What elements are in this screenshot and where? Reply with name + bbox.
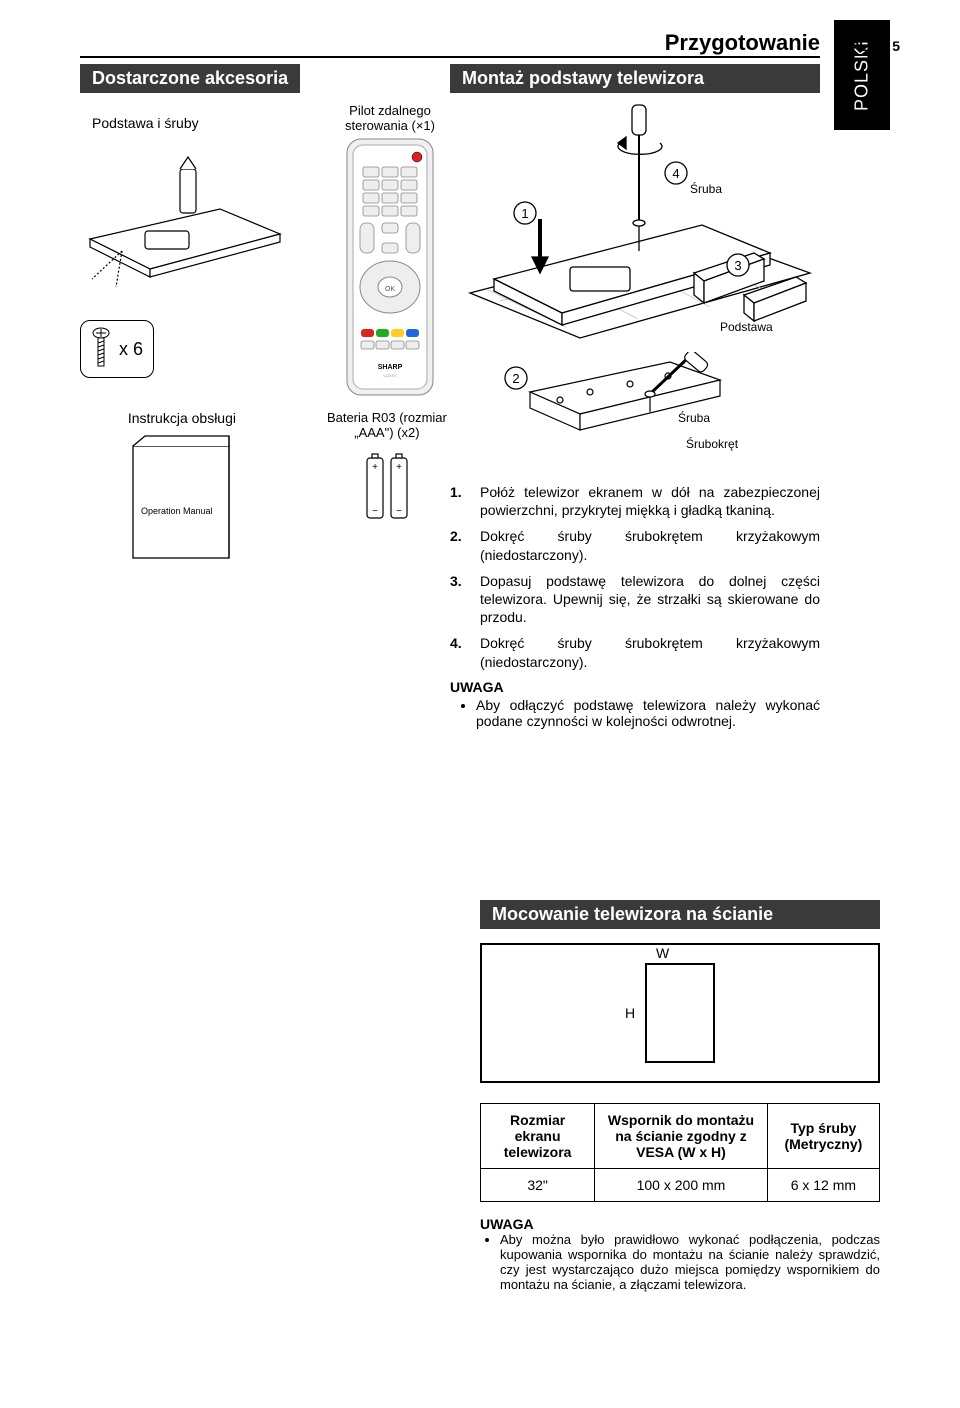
uwaga-2: UWAGA [480, 1216, 880, 1232]
remote-diagram: OK SHARP LCDTV [345, 137, 435, 397]
svg-text:OK: OK [385, 286, 395, 293]
wh-diagram: W H [480, 943, 880, 1083]
footer-lang: PL [840, 36, 878, 56]
manual-diagram: Operation Manual [127, 434, 237, 564]
svg-text:Śrubokręt: Śrubokręt [686, 436, 739, 451]
wh-h-label: H [625, 1005, 635, 1021]
svg-text:+: + [396, 462, 402, 473]
uwaga-1: UWAGA [450, 679, 820, 695]
section-stand: Montaż podstawy telewizora [450, 64, 820, 93]
remote-label: Pilot zdalnego sterowania (×1) [330, 103, 450, 133]
svg-text:Śruba: Śruba [690, 181, 722, 196]
stand-label: Podstawa i śruby [92, 115, 290, 131]
svg-text:−: − [396, 506, 402, 517]
note-1: Aby odłączyć podstawę telewizora należy … [450, 697, 820, 729]
svg-text:LCDTV: LCDTV [383, 373, 396, 378]
page-footer: PL - 5 [840, 36, 900, 56]
page-title: Przygotowanie [665, 30, 820, 56]
battery-label: Bateria R03 (rozmiar „AAA") (x2) [324, 410, 450, 440]
assembly-diagram: 1 4 Śruba 3 Podstawa [450, 103, 820, 343]
title-rule [80, 56, 820, 58]
stand-diagram [80, 139, 290, 309]
footer-page: - 5 [884, 38, 900, 54]
remote-brand: SHARP [378, 364, 403, 371]
step-list: 1.Połóż telewizor ekranem w dół na zabez… [450, 483, 820, 671]
battery-diagram: + + − − [357, 448, 417, 528]
section-accessories: Dostarczone akcesoria [80, 64, 300, 93]
step2-diagram: 2 Śruba Śrubokręt [500, 352, 760, 462]
svg-text:3: 3 [734, 258, 741, 273]
wh-w-label: W [656, 945, 669, 961]
manual-text: Operation Manual [141, 506, 213, 516]
svg-text:1: 1 [521, 206, 528, 221]
svg-text:2: 2 [512, 371, 519, 386]
section-wall: Mocowanie telewizora na ścianie [480, 900, 880, 929]
svg-text:Śruba: Śruba [678, 410, 710, 425]
svg-text:Podstawa: Podstawa [720, 320, 773, 334]
note-2: Aby można było prawidłowo wykonać podłąc… [480, 1232, 880, 1292]
screw-callout: x 6 [80, 320, 154, 378]
table-row: 32" 100 x 200 mm 6 x 12 mm [481, 1169, 880, 1202]
svg-text:4: 4 [672, 166, 679, 181]
manual-label: Instrukcja obsługi [80, 410, 284, 426]
screw-icon [91, 327, 111, 371]
vesa-table: Rozmiar ekranu telewizora Wspornik do mo… [480, 1103, 880, 1202]
svg-text:+: + [372, 462, 378, 473]
screw-qty: x 6 [119, 339, 143, 360]
svg-text:−: − [372, 506, 378, 517]
